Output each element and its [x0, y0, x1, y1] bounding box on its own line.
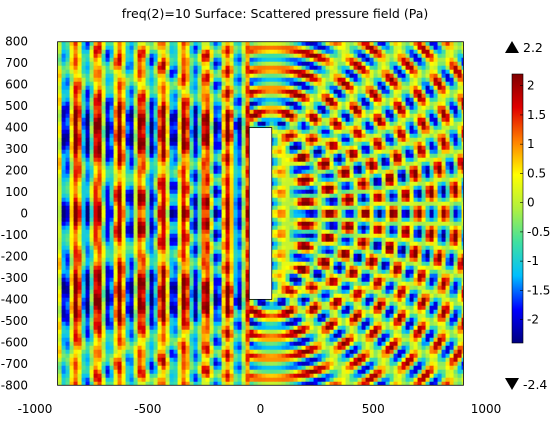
y-tick-label: 800	[5, 35, 28, 49]
y-tick-label: -300	[1, 271, 28, 285]
y-tick-label: 500	[5, 99, 28, 113]
min-triangle-icon	[505, 378, 519, 390]
y-tick-label: -400	[1, 292, 28, 306]
y-tick-label: -600	[1, 335, 28, 349]
y-tick-label: 0	[20, 207, 28, 221]
y-tick-label: -800	[1, 378, 28, 392]
x-tick-label: 1000	[471, 402, 502, 416]
colorbar: 2 1.5 1 0.5 0 -0.5 -1 -1.5 -2 2.2 -2.4	[505, 40, 550, 392]
colorbar-gradient	[512, 74, 523, 343]
colorbar-tick-label: -1.5	[527, 283, 550, 297]
y-tick-label: 300	[5, 142, 28, 156]
x-tick-label: -1000	[18, 402, 53, 416]
y-tick-label: 600	[5, 78, 28, 92]
max-triangle-icon	[505, 41, 519, 53]
y-tick-label: -100	[1, 228, 28, 242]
colorbar-tick-label: -2	[527, 313, 539, 327]
max-value-label: 2.2	[523, 40, 543, 55]
x-axis: -1000 -500 0 500 1000	[18, 402, 502, 416]
y-tick-label: 100	[5, 185, 28, 199]
colorbar-tick-label: -0.5	[527, 225, 550, 239]
obstacle-rectangle	[249, 128, 272, 300]
chart-title: freq(2)=10 Surface: Scattered pressure f…	[122, 6, 428, 21]
y-axis: 800 700 600 500 400 300 200 100 0 -100 -200 -300 -40…	[1, 35, 28, 393]
y-tick-label: -700	[1, 357, 28, 371]
colorbar-tick-label: 2	[527, 79, 535, 93]
min-value-label: -2.4	[523, 377, 547, 392]
x-tick-label: 0	[257, 402, 265, 416]
y-tick-label: 200	[5, 164, 28, 178]
colorbar-tick-label: 1.5	[527, 108, 546, 122]
x-tick-label: -500	[134, 402, 161, 416]
y-tick-label: 400	[5, 121, 28, 135]
colorbar-tick-label: 0	[527, 196, 535, 210]
colorbar-tick-label: -1	[527, 254, 539, 268]
y-tick-label: 700	[5, 56, 28, 70]
y-tick-label: -500	[1, 314, 28, 328]
y-tick-label: -200	[1, 249, 28, 263]
colorbar-tick-label: 0.5	[527, 166, 546, 180]
colorbar-tick-label: 1	[527, 137, 535, 151]
x-tick-label: 500	[362, 402, 385, 416]
